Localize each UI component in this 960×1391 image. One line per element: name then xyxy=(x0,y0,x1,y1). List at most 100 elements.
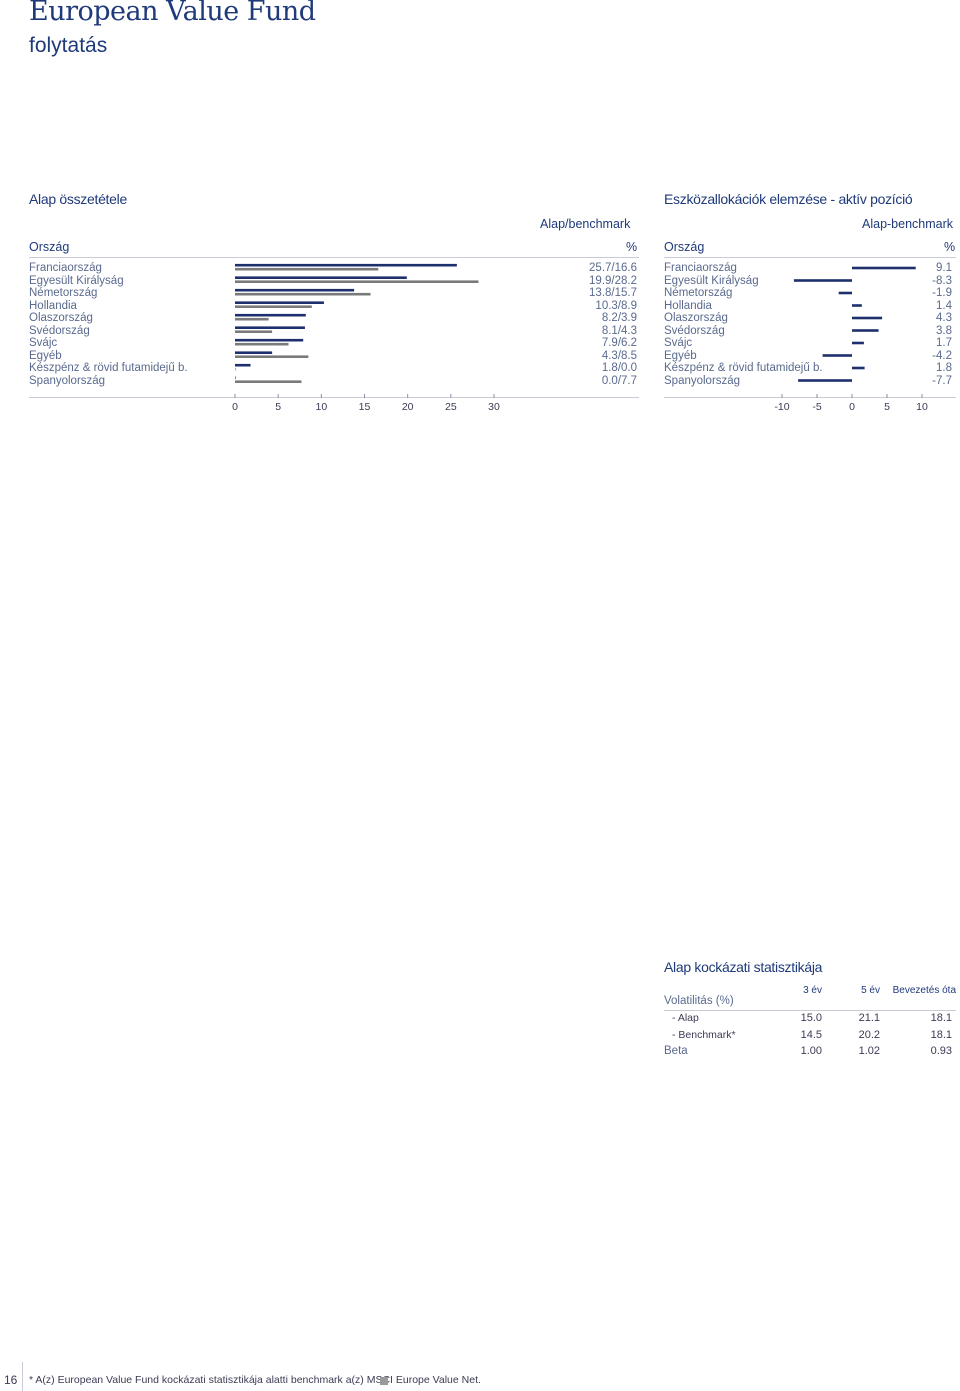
risk-value: 1.00 xyxy=(800,1045,822,1057)
active-value: 9.1 xyxy=(936,262,952,274)
active-header-rule xyxy=(664,257,956,258)
x-tick-label: 5 xyxy=(275,401,281,413)
bar xyxy=(235,351,273,354)
bar xyxy=(793,279,852,282)
page-number: 16 xyxy=(4,1373,18,1387)
x-tick-label: 0 xyxy=(232,401,238,413)
country-label: Olaszország xyxy=(664,312,728,324)
bar xyxy=(852,266,916,270)
composition-unit-header: % xyxy=(626,240,638,254)
x-tick-label: -10 xyxy=(774,401,789,413)
country-label: Franciaország xyxy=(29,262,102,274)
bar xyxy=(852,329,879,332)
country-value: 0.0/7.7 xyxy=(601,374,637,387)
country-value: 7.9/6.2 xyxy=(601,337,637,349)
bar xyxy=(235,376,236,379)
bar xyxy=(235,263,457,267)
country-label: Hollandia xyxy=(664,299,712,312)
active-value: 4.3 xyxy=(936,312,952,324)
country-label: Spanyolország xyxy=(664,374,741,387)
risk-value: 0.93 xyxy=(930,1045,952,1057)
country-label: Egyesült Királyság xyxy=(664,274,759,287)
risk-row-label: Beta xyxy=(664,1045,688,1057)
end-marker xyxy=(380,1377,388,1385)
composition-header-rule xyxy=(29,257,639,258)
active-value: -1.9 xyxy=(932,287,952,299)
bar xyxy=(235,276,407,279)
bar xyxy=(852,316,883,320)
footer-note: * A(z) European Value Fund kockázati sta… xyxy=(29,1374,481,1386)
x-tick-label: 20 xyxy=(402,401,414,413)
bar xyxy=(235,355,309,358)
country-label: Németország xyxy=(664,287,733,299)
bar xyxy=(235,326,305,329)
active-bottom-rule xyxy=(664,397,956,398)
country-value: 1.8/0.0 xyxy=(601,362,637,374)
country-value: 8.2/3.9 xyxy=(601,312,637,324)
country-label: Egyéb xyxy=(29,349,62,362)
page-subtitle: folytatás xyxy=(29,34,108,57)
country-label: Olaszország xyxy=(29,312,93,324)
risk-header-inception: Bevezetés óta xyxy=(892,985,956,996)
active-value: -7.7 xyxy=(932,374,952,387)
x-tick-label: 10 xyxy=(916,401,928,413)
bar xyxy=(235,363,251,367)
country-value: 10.3/8.9 xyxy=(595,299,637,312)
risk-row-label: - Alap xyxy=(672,1012,699,1024)
active-value: 1.7 xyxy=(936,337,952,349)
country-label: Egyéb xyxy=(664,349,697,362)
bar xyxy=(235,342,289,346)
country-label: Készpénz & rövid futamidejű b. xyxy=(29,362,188,374)
risk-row-label: - Benchmark* xyxy=(672,1028,736,1041)
risk-header-3y: 3 év xyxy=(803,985,822,996)
footer-divider xyxy=(22,1362,23,1391)
bar xyxy=(235,280,479,283)
bar xyxy=(852,366,865,370)
country-label: Készpénz & rövid futamidejű b. xyxy=(664,362,823,374)
country-label: Svájc xyxy=(664,337,693,349)
bar xyxy=(822,354,852,357)
risk-value: 18.1 xyxy=(930,1028,952,1041)
risk-volatility-label: Volatilitás (%) xyxy=(664,995,734,1007)
bar xyxy=(235,267,379,271)
x-tick-label: 30 xyxy=(488,401,500,413)
risk-value: 18.1 xyxy=(930,1012,952,1024)
country-value: 25.7/16.6 xyxy=(589,262,637,274)
country-label: Franciaország xyxy=(664,262,737,274)
bar xyxy=(235,367,236,371)
bar xyxy=(235,317,269,321)
active-value: 1.4 xyxy=(936,299,952,312)
risk-value: 15.0 xyxy=(800,1012,822,1024)
risk-title: Alap kockázati statisztikája xyxy=(664,959,823,975)
bar xyxy=(235,338,304,342)
country-label: Svédország xyxy=(664,324,725,337)
country-value: 8.1/4.3 xyxy=(601,324,637,337)
composition-title: Alap összetétele xyxy=(29,191,127,207)
risk-value: 1.02 xyxy=(858,1045,880,1057)
active-value: -4.2 xyxy=(932,349,952,362)
active-country-header: Ország xyxy=(664,240,705,254)
risk-header-5y: 5 év xyxy=(861,985,880,996)
x-tick-label: -5 xyxy=(812,401,821,413)
bar xyxy=(852,341,864,345)
bar xyxy=(235,301,324,304)
bar xyxy=(235,330,273,333)
active-title: Eszközallokációk elemzése - aktív pozíci… xyxy=(664,191,913,207)
country-label: Spanyolország xyxy=(29,374,106,387)
bar xyxy=(235,313,306,317)
bar xyxy=(838,291,852,295)
country-value: 4.3/8.5 xyxy=(601,349,637,362)
active-value: 1.8 xyxy=(936,362,952,374)
risk-header-rule xyxy=(664,1010,956,1011)
country-label: Svájc xyxy=(29,337,58,349)
risk-value: 21.1 xyxy=(858,1012,880,1024)
composition-col-header: Alap/benchmark xyxy=(540,217,631,231)
bar xyxy=(235,380,302,383)
country-label: Svédország xyxy=(29,324,90,337)
bar xyxy=(798,379,852,382)
page-title: European Value Fund xyxy=(29,0,316,27)
composition-country-header: Ország xyxy=(29,240,70,254)
x-tick-label: 25 xyxy=(445,401,457,413)
